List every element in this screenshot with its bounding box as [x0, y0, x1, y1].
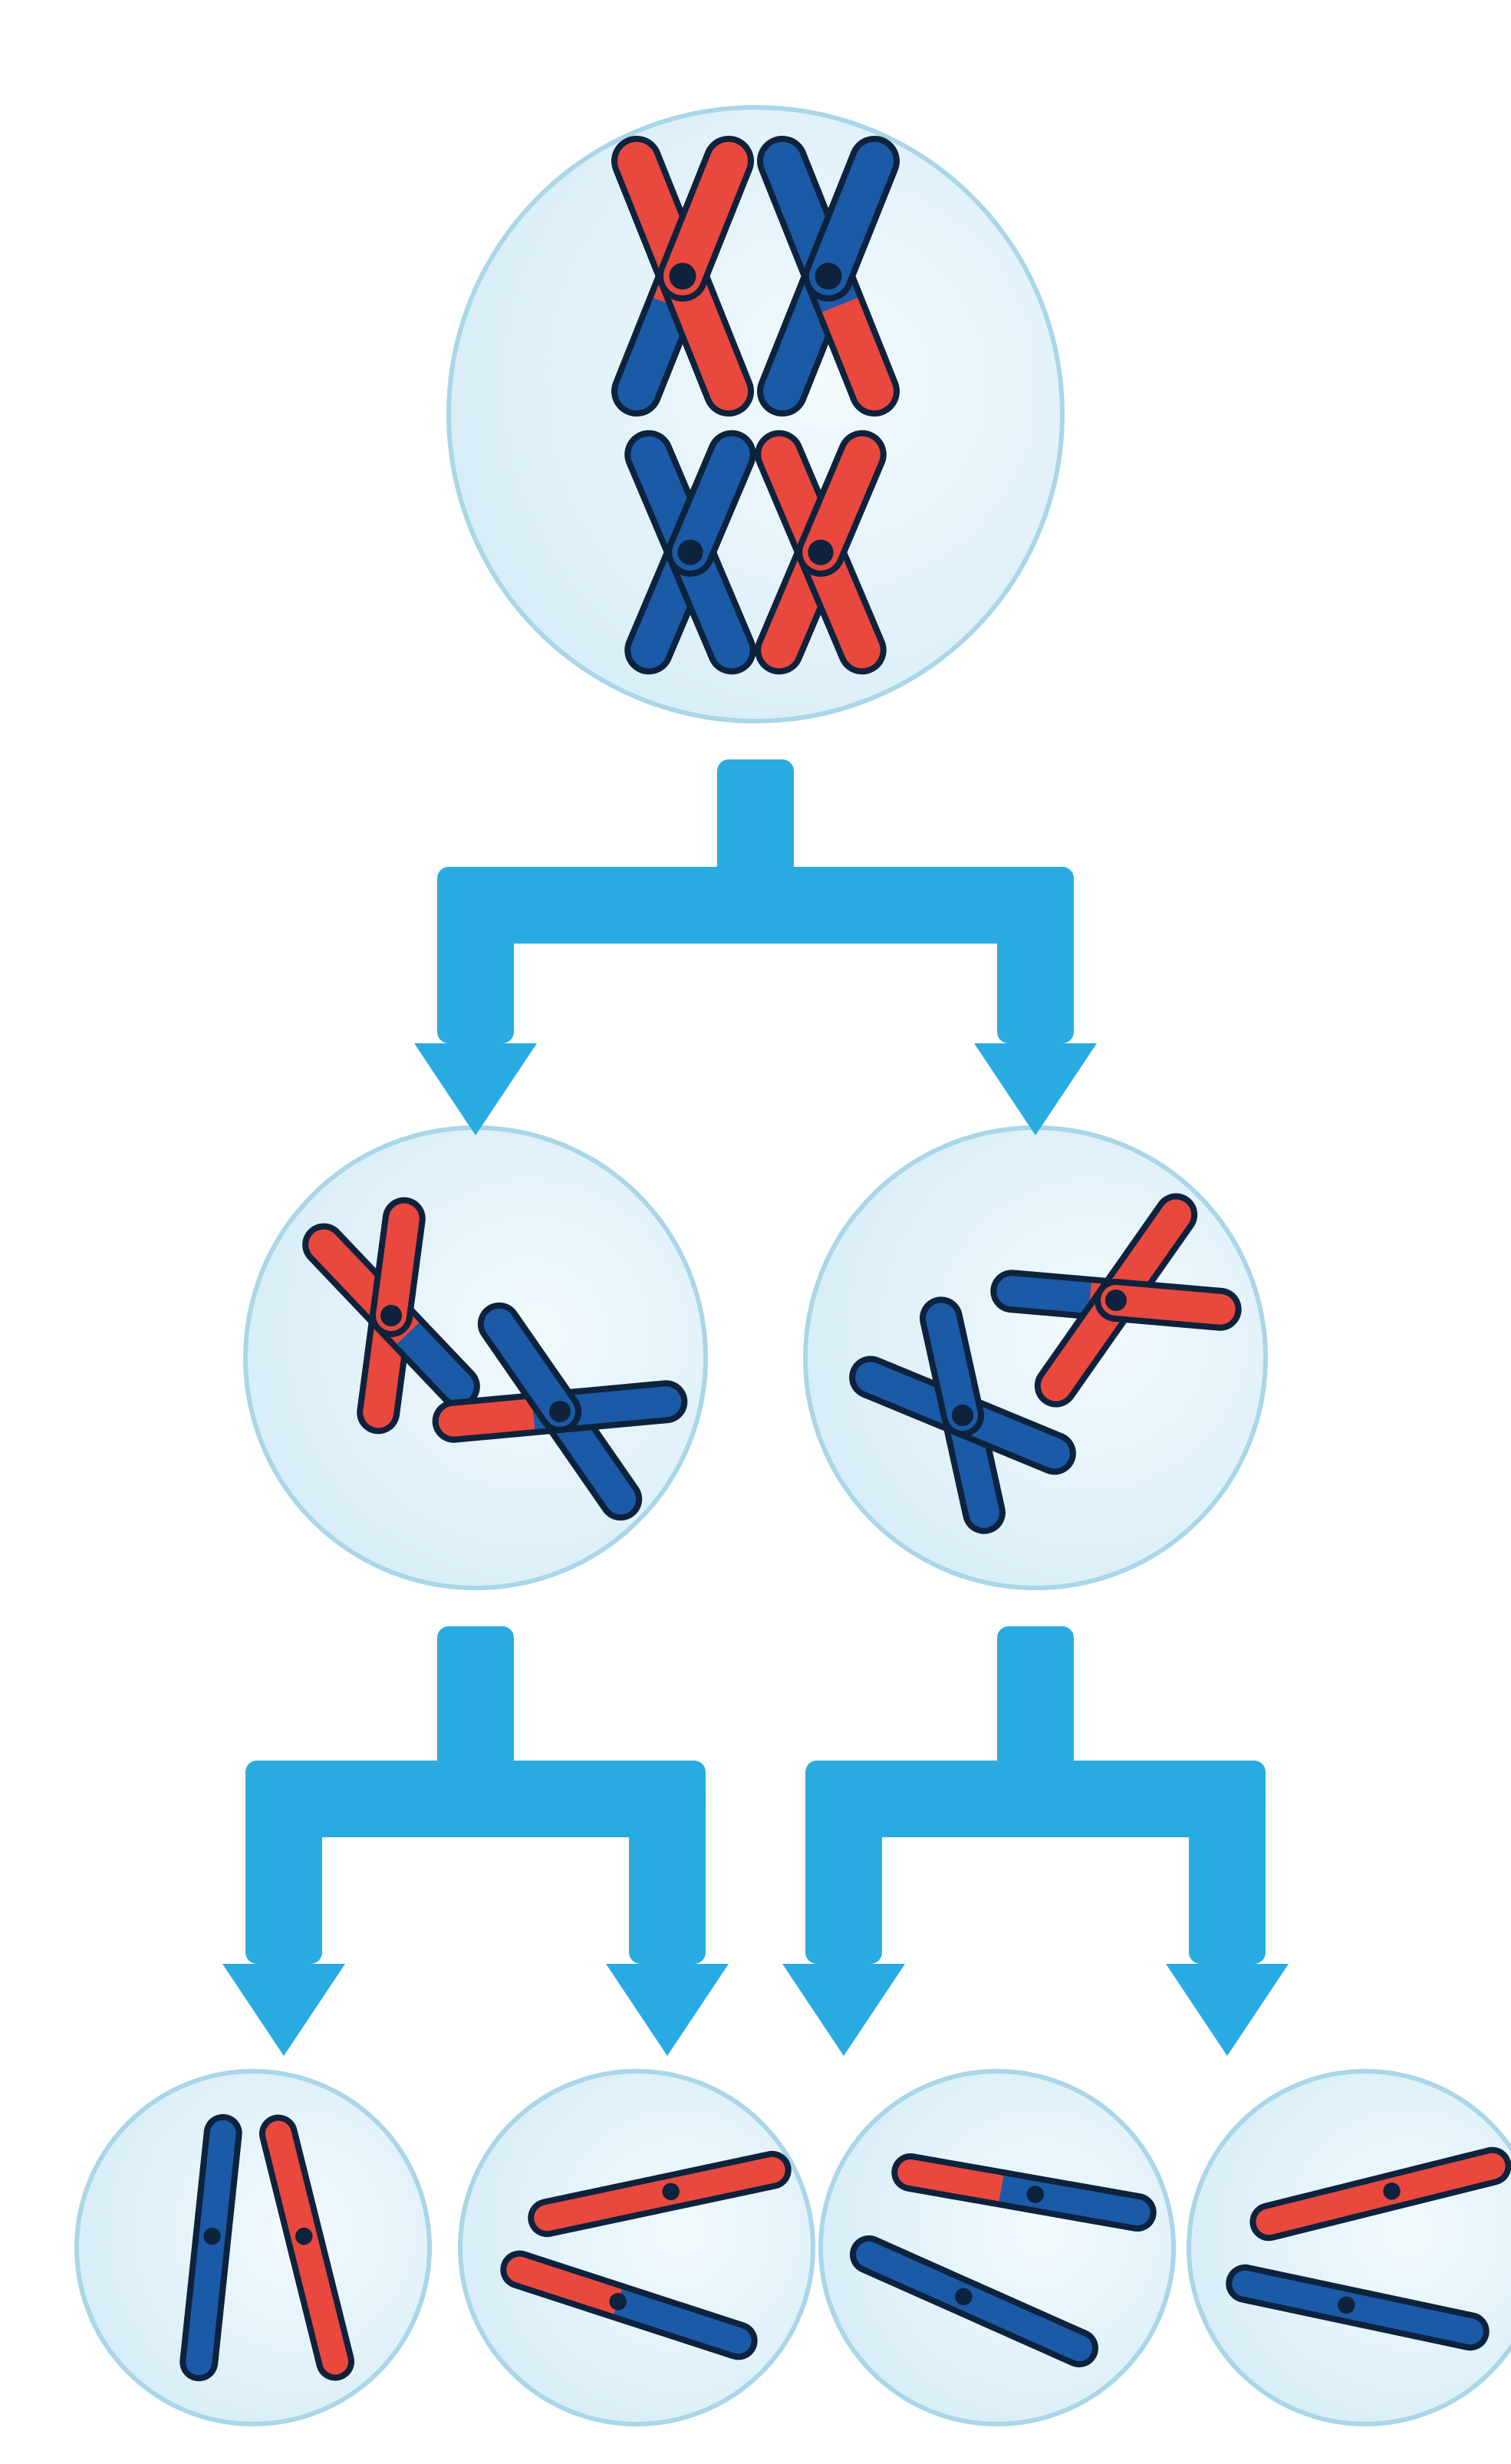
gamete-4: [1189, 2071, 1511, 2424]
division-arrow-meiosis1: [414, 759, 1097, 1135]
meiosis1-left-cell: [245, 1128, 706, 1588]
gamete-2: [460, 2071, 813, 2424]
meiosis-diagram: [0, 0, 1511, 2464]
division-arrow-meiosis2-left: [222, 1626, 729, 2056]
division-arrow-meiosis2-right: [782, 1626, 1289, 2056]
parent-cell: [449, 107, 1062, 721]
gamete-1: [77, 2071, 430, 2424]
